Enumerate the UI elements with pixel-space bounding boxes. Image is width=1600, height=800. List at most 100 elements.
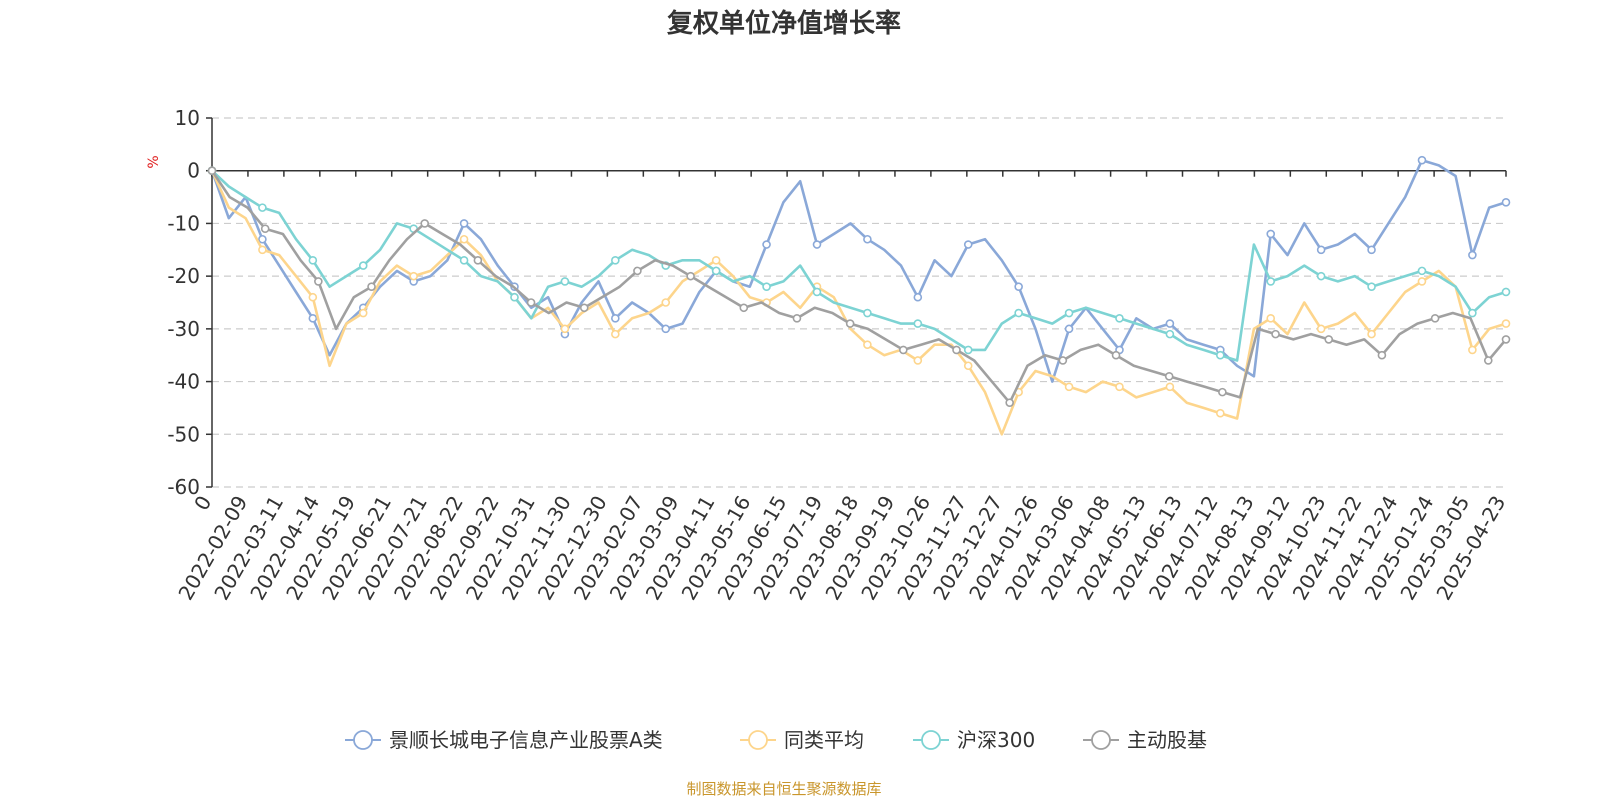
series-marker-3 <box>308 256 318 265</box>
series-marker-1 <box>913 292 923 302</box>
series-marker-3 <box>913 319 923 328</box>
series-marker-4 <box>792 314 802 323</box>
y-tick-label: -50 <box>167 422 200 446</box>
series-marker-4 <box>1430 314 1440 323</box>
series-marker-1 <box>963 240 973 249</box>
series-marker-3 <box>560 277 570 286</box>
series-marker-3 <box>1316 271 1326 281</box>
series-marker-2 <box>1367 329 1376 339</box>
series-marker-4 <box>845 319 855 328</box>
y-tick-label: -60 <box>167 475 200 499</box>
y-axis: 10 0 -10 -20 -30 -40 -50 -60 <box>167 106 213 499</box>
series-marker-1 <box>1501 198 1511 207</box>
series-marker-1 <box>661 324 671 334</box>
series-marker-4 <box>633 266 642 276</box>
series-marker-3 <box>812 287 822 297</box>
legend: 景顺长城电子信息产业股票A类 同类平均 沪深300 主动股基 <box>345 728 1207 752</box>
legend-label: 沪深300 <box>957 728 1035 752</box>
series-marker-3 <box>358 261 368 270</box>
y-tick-label: 0 <box>187 159 200 183</box>
series-marker-4 <box>579 303 589 313</box>
legend-swatch-circle <box>353 730 373 750</box>
series-marker-2 <box>1216 408 1225 418</box>
series-marker-4 <box>1501 335 1511 344</box>
legend-item-2[interactable]: 同类平均 <box>740 728 864 752</box>
series-marker-4 <box>314 277 323 286</box>
legend-item-3[interactable]: 沪深300 <box>913 728 1035 752</box>
series-marker-1 <box>611 314 620 323</box>
series-marker-3 <box>1115 314 1124 323</box>
series-marker-3 <box>459 256 469 265</box>
series-marker-1 <box>1468 250 1477 260</box>
series-marker-1 <box>1165 319 1175 328</box>
series-marker-1 <box>863 234 872 244</box>
y-axis-unit: % <box>146 155 162 168</box>
series-lines <box>207 155 1511 436</box>
series-marker-4 <box>260 224 270 233</box>
series-marker-4 <box>1271 329 1280 339</box>
series-marker-1 <box>812 240 822 249</box>
data-source-note: 制图数据来自恒生聚源数据库 <box>686 780 881 798</box>
series-marker-4 <box>207 166 217 176</box>
series-line-2 <box>210 170 1507 436</box>
series-marker-4 <box>686 271 695 281</box>
series-marker-3 <box>711 266 721 276</box>
series-line-3 <box>211 169 1507 362</box>
series-marker-1 <box>1417 155 1427 165</box>
series-marker-2 <box>308 292 318 302</box>
series-marker-2 <box>863 340 872 349</box>
legend-item-4[interactable]: 主动股基 <box>1083 728 1207 752</box>
series-marker-2 <box>1316 324 1326 334</box>
series-marker-1 <box>1266 229 1276 239</box>
legend-swatch-circle <box>748 730 768 750</box>
series-marker-3 <box>762 282 771 291</box>
series-marker-3 <box>1501 287 1511 297</box>
series-marker-4 <box>952 345 961 355</box>
series-marker-2 <box>258 245 267 255</box>
series-marker-1 <box>1014 282 1023 291</box>
series-marker-4 <box>367 282 376 291</box>
series-marker-2 <box>913 356 923 365</box>
series-marker-3 <box>258 203 267 212</box>
series-marker-3 <box>1216 350 1225 360</box>
series-marker-1 <box>1316 245 1326 255</box>
series-marker-2 <box>661 298 671 307</box>
legend-item-1[interactable]: 景顺长城电子信息产业股票A类 <box>345 728 663 752</box>
legend-label: 同类平均 <box>784 728 864 752</box>
series-marker-2 <box>1115 382 1124 392</box>
legend-label: 主动股基 <box>1127 728 1207 752</box>
series-marker-2 <box>459 234 469 244</box>
series-marker-3 <box>1064 308 1074 318</box>
series-marker-4 <box>1058 356 1068 365</box>
series-marker-2 <box>1501 319 1511 328</box>
series-marker-4 <box>1377 350 1387 360</box>
y-tick-label: -30 <box>167 317 200 341</box>
series-marker-1 <box>762 240 771 249</box>
series-marker-4 <box>473 256 483 265</box>
series-marker-2 <box>1165 382 1175 392</box>
series-marker-2 <box>560 324 570 334</box>
series-marker-4 <box>1324 335 1334 344</box>
legend-swatch-circle <box>1091 730 1111 750</box>
series-line-4 <box>210 169 1507 405</box>
series-marker-4 <box>1218 387 1227 397</box>
series-marker-2 <box>1266 314 1276 323</box>
series-marker-3 <box>963 345 973 355</box>
x-tick-label: 0 <box>189 492 216 515</box>
series-marker-4 <box>1164 371 1174 381</box>
series-marker-4 <box>739 303 749 313</box>
y-tick-label: 10 <box>175 106 200 130</box>
series-marker-2 <box>611 329 620 339</box>
series-marker-3 <box>863 308 872 318</box>
series-marker-1 <box>1367 245 1376 255</box>
series-marker-3 <box>1417 266 1427 276</box>
series-marker-3 <box>510 292 519 302</box>
series-marker-4 <box>1483 356 1493 365</box>
series-marker-4 <box>899 345 908 355</box>
series-marker-1 <box>308 314 318 323</box>
series-marker-2 <box>711 256 721 265</box>
chart-title: 复权单位净值增长率 <box>667 8 901 39</box>
series-marker-2 <box>963 361 973 371</box>
series-marker-4 <box>420 219 430 228</box>
